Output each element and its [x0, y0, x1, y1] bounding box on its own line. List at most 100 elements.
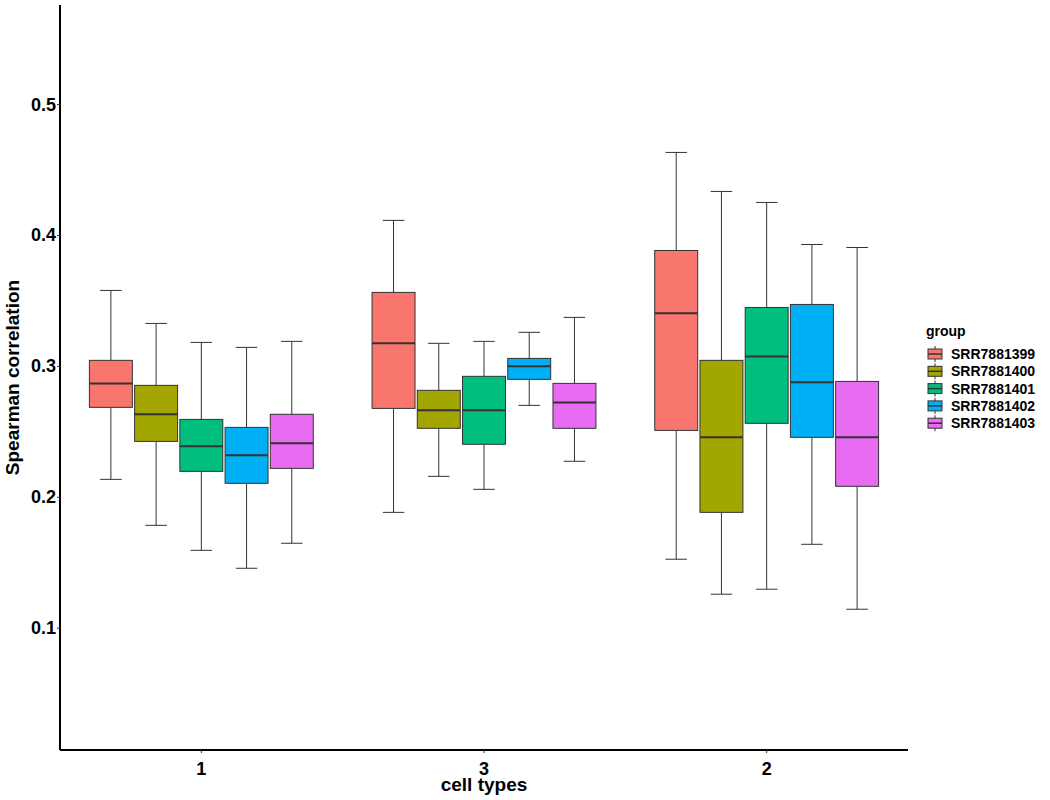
chart: 0.10.20.30.40.5132cell typesSpearman cor…: [0, 0, 1050, 800]
box: [270, 414, 313, 468]
whisker: [201, 471, 202, 550]
whisker: [766, 202, 767, 307]
box: [745, 307, 788, 423]
x-tick: [766, 750, 767, 753]
whisker: [811, 437, 812, 544]
y-tick: [57, 235, 60, 236]
whisker: [721, 191, 722, 360]
median: [463, 409, 506, 411]
x-tick: [201, 750, 202, 753]
box: [89, 360, 132, 407]
whisker-cap: [564, 317, 585, 318]
legend-key: [928, 349, 942, 359]
whisker-cap: [383, 512, 404, 513]
whisker-cap: [145, 323, 166, 324]
whisker: [676, 430, 677, 559]
whisker-cap: [100, 290, 121, 291]
y-tick: [57, 104, 60, 105]
legend-label: SRR7881399: [951, 346, 1035, 362]
x-tick-label: 1: [196, 759, 206, 779]
y-axis-label: Spearman correlation: [2, 280, 23, 475]
whisker: [529, 332, 530, 358]
median: [553, 401, 596, 403]
whisker-cap: [518, 405, 539, 406]
x-axis-label: cell types: [441, 774, 528, 795]
whisker-cap: [191, 342, 212, 343]
legend-key: [928, 418, 942, 428]
median: [745, 355, 788, 357]
legend-title: group: [926, 323, 966, 339]
y-tick-label: 0.2: [31, 487, 56, 507]
legend-label: SRR7881401: [951, 381, 1035, 397]
legend-key: [928, 353, 942, 355]
whisker: [291, 468, 292, 543]
box: [700, 360, 743, 512]
whisker-cap: [383, 220, 404, 221]
y-axis: [59, 5, 61, 750]
whisker: [201, 342, 202, 419]
x-tick: [484, 750, 485, 753]
whisker: [721, 512, 722, 594]
whisker: [393, 220, 394, 292]
y-tick: [57, 366, 60, 367]
median: [270, 442, 313, 444]
median: [508, 365, 551, 367]
whisker-cap: [846, 609, 867, 610]
whisker-cap: [801, 544, 822, 545]
whisker: [574, 428, 575, 461]
whisker-cap: [145, 525, 166, 526]
whisker: [110, 290, 111, 360]
background: [0, 0, 1050, 800]
y-tick-label: 0.5: [31, 95, 56, 115]
whisker: [857, 486, 858, 609]
whisker: [438, 428, 439, 476]
median: [180, 445, 223, 447]
whisker: [110, 407, 111, 479]
legend-key: [928, 405, 942, 407]
whisker-cap: [236, 568, 257, 569]
box: [225, 427, 268, 483]
y-tick-label: 0.4: [31, 225, 56, 245]
median: [135, 413, 178, 415]
box: [790, 304, 833, 437]
legend-label: SRR7881400: [951, 363, 1035, 379]
whisker: [766, 423, 767, 589]
box: [836, 381, 879, 486]
x-tick-label: 2: [762, 759, 772, 779]
box: [655, 250, 698, 430]
median: [225, 454, 268, 456]
median: [655, 312, 698, 314]
median: [700, 436, 743, 438]
y-tick-label: 0.3: [31, 356, 56, 376]
box: [372, 292, 415, 408]
whisker-cap: [236, 347, 257, 348]
whisker-cap: [564, 461, 585, 462]
whisker: [574, 317, 575, 383]
whisker-cap: [473, 341, 494, 342]
whisker: [438, 343, 439, 390]
whisker-cap: [756, 202, 777, 203]
box: [417, 390, 460, 428]
whisker-cap: [281, 543, 302, 544]
whisker: [529, 379, 530, 405]
whisker: [393, 408, 394, 512]
whisker: [484, 444, 485, 489]
box: [135, 385, 178, 441]
whisker-cap: [801, 244, 822, 245]
y-tick: [57, 497, 60, 498]
median: [417, 409, 460, 411]
legend-key: [928, 366, 942, 376]
whisker: [156, 441, 157, 525]
whisker-cap: [473, 489, 494, 490]
legend-key: [928, 384, 942, 394]
whisker: [484, 341, 485, 376]
median: [372, 342, 415, 344]
legend-key: [928, 401, 942, 411]
whisker: [291, 341, 292, 414]
whisker-cap: [756, 589, 777, 590]
box: [180, 419, 223, 471]
legend-label: SRR7881402: [951, 398, 1035, 414]
y-tick-label: 0.1: [31, 618, 56, 638]
median: [790, 381, 833, 383]
boxes: [89, 152, 878, 609]
